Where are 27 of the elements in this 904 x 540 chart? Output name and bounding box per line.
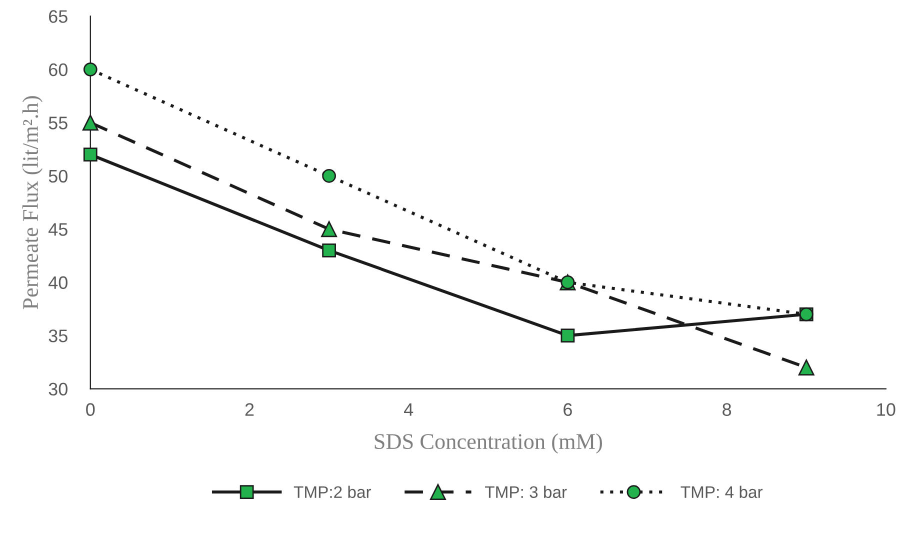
point bbox=[560, 328, 575, 343]
x-tick-label: 8 bbox=[722, 403, 732, 416]
y-tick-label: 50 bbox=[48, 170, 68, 183]
point bbox=[83, 62, 98, 76]
y-tick-label: 55 bbox=[48, 116, 68, 130]
point bbox=[322, 243, 336, 258]
y-tick-label: 65 bbox=[49, 10, 68, 23]
legend-label: TMP:2 bar bbox=[294, 486, 372, 498]
x-tick-label: 4 bbox=[404, 403, 414, 416]
x-tick-label: 10 bbox=[877, 403, 896, 416]
point bbox=[321, 221, 338, 238]
legend-label: TMP: 4 bar bbox=[680, 486, 763, 498]
y-axis-title: Permeate Flux (lit/m².h) bbox=[22, 96, 43, 310]
legend-label: TMP: 3 bar bbox=[485, 486, 567, 498]
point bbox=[83, 148, 98, 162]
y-tick-label: 45 bbox=[48, 223, 68, 236]
y-tick-label: 60 bbox=[49, 63, 68, 76]
x-axis-title: SDS Concentration (mM) bbox=[374, 433, 602, 454]
x-tick-label: 6 bbox=[564, 403, 572, 416]
point bbox=[322, 168, 336, 183]
point bbox=[798, 360, 814, 376]
x-tick-label: 2 bbox=[245, 403, 254, 416]
y-tick-label: 35 bbox=[48, 330, 68, 342]
y-tick-label: 40 bbox=[48, 276, 68, 290]
point bbox=[82, 114, 98, 131]
x-tick-label: 0 bbox=[86, 403, 95, 416]
y-tick-label: 30 bbox=[48, 382, 68, 396]
